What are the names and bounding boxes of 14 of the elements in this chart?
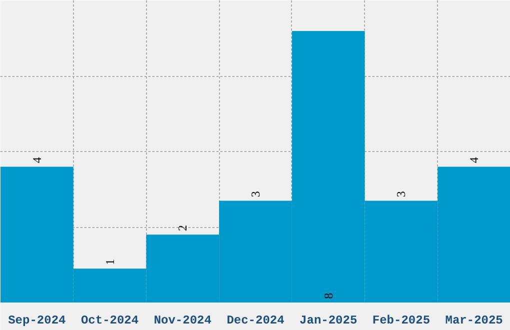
x-tick-label: Oct-2024 <box>80 314 139 328</box>
data-label: 8 <box>321 292 336 299</box>
x-tick-label: Mar-2025 <box>445 314 503 328</box>
data-label: 3 <box>394 191 408 198</box>
x-tick-label: Sep-2024 <box>8 314 66 328</box>
x-tick-label: Jan-2025 <box>300 314 358 328</box>
data-label: 3 <box>248 191 262 198</box>
data-label: 2 <box>176 225 190 232</box>
x-tick-label: Dec-2024 <box>226 314 284 328</box>
data-label: 4 <box>467 157 482 164</box>
x-tick-label: Feb-2025 <box>372 314 430 328</box>
x-tick-label: Nov-2024 <box>154 314 212 328</box>
data-label: 4 <box>30 157 44 164</box>
data-label: 1 <box>102 258 117 265</box>
